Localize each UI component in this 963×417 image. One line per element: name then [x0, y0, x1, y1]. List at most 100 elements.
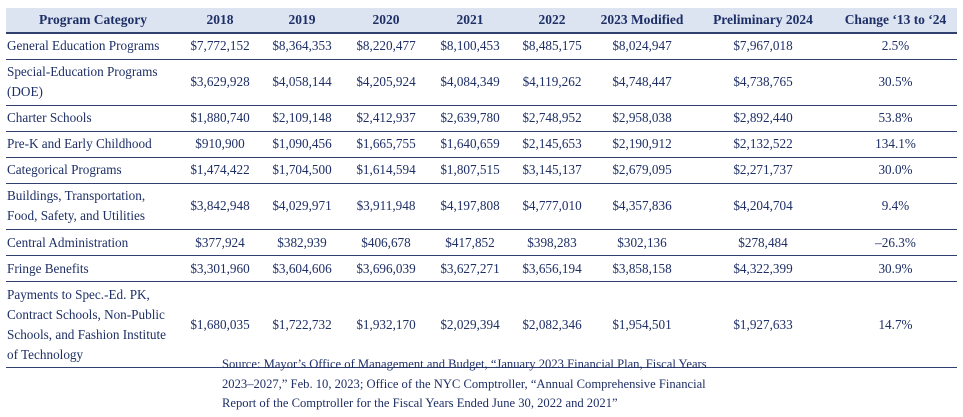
- value-cell: $1,927,633: [692, 281, 834, 369]
- value-cell: 134.1%: [834, 131, 957, 158]
- category-cell: Buildings, Transportation, Food, Safety,…: [6, 183, 180, 231]
- value-cell: $2,679,095: [592, 157, 692, 184]
- column-header: 2021: [428, 8, 512, 34]
- category-cell: Payments to Spec.-Ed. PK, Contract Schoo…: [6, 281, 180, 369]
- value-cell: $2,639,780: [428, 105, 512, 132]
- value-cell: $8,485,175: [512, 32, 592, 60]
- category-cell: Categorical Programs: [6, 157, 180, 184]
- value-cell: $2,958,038: [592, 105, 692, 132]
- category-cell: Special-Education Programs (DOE): [6, 59, 180, 106]
- value-cell: $2,892,440: [692, 105, 834, 132]
- value-cell: $4,204,704: [692, 183, 834, 231]
- value-cell: $2,132,522: [692, 131, 834, 158]
- table-row: Buildings, Transportation, Food, Safety,…: [6, 183, 957, 231]
- value-cell: $1,807,515: [428, 157, 512, 184]
- value-cell: 30.0%: [834, 157, 957, 184]
- value-cell: $398,283: [512, 229, 592, 257]
- value-cell: $3,604,606: [260, 255, 344, 283]
- value-cell: $1,474,422: [180, 157, 260, 184]
- value-cell: $4,084,349: [428, 59, 512, 106]
- value-cell: $1,880,740: [180, 105, 260, 132]
- value-cell: $4,058,144: [260, 59, 344, 106]
- value-cell: $2,190,912: [592, 131, 692, 158]
- value-cell: $910,900: [180, 131, 260, 158]
- value-cell: $406,678: [344, 229, 428, 257]
- value-cell: $2,271,737: [692, 157, 834, 184]
- value-cell: $3,911,948: [344, 183, 428, 231]
- value-cell: $3,858,158: [592, 255, 692, 283]
- value-cell: $4,748,447: [592, 59, 692, 106]
- category-cell: Pre-K and Early Childhood: [6, 131, 180, 158]
- value-cell: $3,629,928: [180, 59, 260, 106]
- table-row: Charter Schools $1,880,740 $2,109,148 $2,41…: [6, 105, 957, 132]
- value-cell: $1,932,170: [344, 281, 428, 369]
- column-header: 2022: [512, 8, 592, 34]
- value-cell: $7,772,152: [180, 32, 260, 60]
- source-note-line: Report of the Comptroller for the Fiscal…: [222, 396, 618, 411]
- value-cell: 9.4%: [834, 183, 957, 231]
- value-cell: 30.5%: [834, 59, 957, 106]
- table-body: General Education Programs $7,772,152 $8,3…: [6, 32, 957, 369]
- value-cell: $2,145,653: [512, 131, 592, 158]
- value-cell: $4,197,808: [428, 183, 512, 231]
- source-note-line: 2023–2027,” Feb. 10, 2023; Office of the…: [222, 376, 706, 391]
- value-cell: $8,364,353: [260, 32, 344, 60]
- value-cell: 53.8%: [834, 105, 957, 132]
- column-header: 2019: [260, 8, 344, 34]
- source-note-line: Source: Mayor’s Office of Management and…: [222, 357, 707, 371]
- category-cell: Charter Schools: [6, 105, 180, 132]
- table-row: General Education Programs $7,772,152 $8,3…: [6, 32, 957, 60]
- value-cell: $302,136: [592, 229, 692, 257]
- value-cell: $4,738,765: [692, 59, 834, 106]
- value-cell: $417,852: [428, 229, 512, 257]
- value-cell: $3,145,137: [512, 157, 592, 184]
- value-cell: $4,777,010: [512, 183, 592, 231]
- value-cell: $2,748,952: [512, 105, 592, 132]
- column-header: Preliminary 2024: [692, 8, 834, 34]
- table-row: Special-Education Programs (DOE) $3,629,9…: [6, 59, 957, 106]
- value-cell: $3,301,960: [180, 255, 260, 283]
- value-cell: $4,357,836: [592, 183, 692, 231]
- value-cell: 2.5%: [834, 32, 957, 60]
- column-header: 2020: [344, 8, 428, 34]
- source-note: Source: Mayor’s Office of Management and…: [222, 355, 734, 414]
- value-cell: 14.7%: [834, 281, 957, 369]
- value-cell: $1,640,659: [428, 131, 512, 158]
- value-cell: $8,100,453: [428, 32, 512, 60]
- value-cell: $1,090,456: [260, 131, 344, 158]
- value-cell: $3,656,194: [512, 255, 592, 283]
- value-cell: $2,412,937: [344, 105, 428, 132]
- value-cell: $4,029,971: [260, 183, 344, 231]
- table-row: Central Administration $377,924 $382,939 $4…: [6, 229, 957, 257]
- table-row: Categorical Programs $1,474,422 $1,704,500…: [6, 157, 957, 184]
- table-row: Fringe Benefits $3,301,960 $3,604,606 $3,69…: [6, 255, 957, 283]
- value-cell: $4,119,262: [512, 59, 592, 106]
- value-cell: $2,109,148: [260, 105, 344, 132]
- category-cell: Fringe Benefits: [6, 255, 180, 283]
- value-cell: $3,696,039: [344, 255, 428, 283]
- value-cell: $3,842,948: [180, 183, 260, 231]
- header-row: Program Category 2018 2019 2020 2021 2022 2023…: [6, 8, 957, 34]
- budget-table: Program Category 2018 2019 2020 2021 2022 2023…: [6, 8, 957, 369]
- column-header: 2023 Modified: [592, 8, 692, 34]
- column-header: Change ‘13 to ‘24: [834, 8, 957, 34]
- value-cell: $1,614,594: [344, 157, 428, 184]
- value-cell: $1,704,500: [260, 157, 344, 184]
- table-row: Pre-K and Early Childhood $910,900 $1,090,…: [6, 131, 957, 158]
- value-cell: $377,924: [180, 229, 260, 257]
- category-cell: General Education Programs: [6, 32, 180, 60]
- value-cell: $382,939: [260, 229, 344, 257]
- category-cell: Central Administration: [6, 229, 180, 257]
- value-cell: $8,024,947: [592, 32, 692, 60]
- value-cell: $278,484: [692, 229, 834, 257]
- column-header-category: Program Category: [6, 8, 180, 34]
- value-cell: $1,722,732: [260, 281, 344, 369]
- column-header: 2018: [180, 8, 260, 34]
- value-cell: –26.3%: [834, 229, 957, 257]
- value-cell: $2,029,394: [428, 281, 512, 369]
- value-cell: $4,205,924: [344, 59, 428, 106]
- table-header: Program Category 2018 2019 2020 2021 2022 2023…: [6, 8, 957, 34]
- table-row: Payments to Spec.-Ed. PK, Contract Schoo…: [6, 281, 957, 369]
- value-cell: $1,954,501: [592, 281, 692, 369]
